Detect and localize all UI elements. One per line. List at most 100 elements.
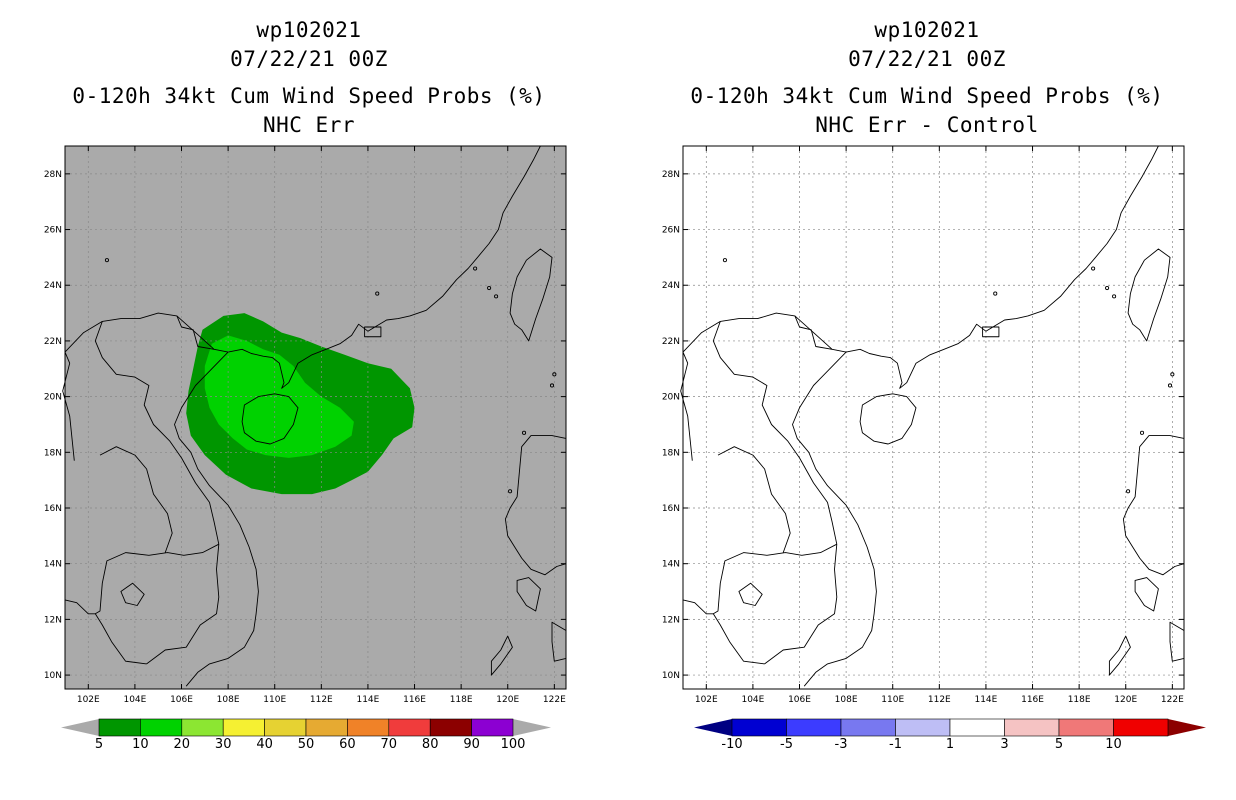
colorbar-swatch <box>840 718 896 737</box>
colorbar-swatch <box>429 718 472 737</box>
lon-tick-label: 118E <box>450 695 473 705</box>
storm-id: wp102021 <box>874 18 980 42</box>
datetime: 07/22/21 00Z <box>848 47 1006 71</box>
map-frame <box>64 145 567 690</box>
lat-tick-label: 22N <box>662 337 680 347</box>
islet <box>549 383 555 388</box>
colorbar-high-arrow <box>1168 719 1206 736</box>
axes: 102E 104E 106E 108E 110E 112E 114E 116E 118E 120E… <box>44 146 566 705</box>
country-border <box>146 544 220 665</box>
colorbar-swatch <box>140 718 183 737</box>
islet <box>487 285 492 291</box>
islet <box>473 266 478 271</box>
lat-tick-label: 14N <box>44 560 62 570</box>
lat-tick-label: 24N <box>662 281 680 291</box>
country-border <box>64 599 147 665</box>
hong-kong-box <box>982 326 1000 338</box>
lat-tick-label: 18N <box>44 448 62 458</box>
colorbar-label: 5 <box>95 737 103 752</box>
lon-tick-label: 122E <box>543 695 566 705</box>
colorbar-swatch <box>98 718 141 737</box>
lon-tick-label: 114E <box>974 695 997 705</box>
lon-tick-label: 104E <box>741 695 764 705</box>
islet <box>1105 285 1110 291</box>
colorbar-label: 30 <box>215 737 232 752</box>
product-subtitle: NHC Err - Control <box>815 113 1039 137</box>
lat-tick-label: 26N <box>44 226 62 236</box>
colorbar-swatch <box>1004 718 1060 737</box>
prob-10-20-area <box>204 335 354 458</box>
lat-tick-label: 20N <box>44 393 62 403</box>
lon-tick-label: 102E <box>695 695 718 705</box>
taiwan-island <box>509 248 553 342</box>
coastlines <box>62 145 567 687</box>
country-border <box>680 351 693 461</box>
lon-tick-label: 110E <box>881 695 904 705</box>
gridlines <box>683 146 1184 689</box>
colorbar-swatch <box>1058 718 1114 737</box>
lon-tick-label: 112E <box>928 695 951 705</box>
lon-tick-label: 108E <box>217 695 240 705</box>
lat-tick-label: 10N <box>662 671 680 681</box>
coastlines <box>680 145 1185 687</box>
tonle-sap-lake <box>738 582 763 606</box>
colorbar-label: -1 <box>889 737 902 752</box>
country-border <box>794 315 833 350</box>
product-title: 0-120h 34kt Cum Wind Speed Probs (%) <box>690 84 1164 108</box>
colorbar-label: 70 <box>381 737 398 752</box>
luzon-island <box>1122 435 1185 576</box>
product-subtitle: NHC Err <box>262 113 355 137</box>
lat-tick-label: 20N <box>662 393 680 403</box>
left-panel: wp102021 07/22/21 00Z 0-120h 34kt Cum Wi… <box>44 18 567 752</box>
colorbar-label: 3 <box>1000 737 1008 752</box>
colorbar-label: 40 <box>256 737 273 752</box>
colorbar-label: 100 <box>501 737 526 752</box>
colorbar-label: -5 <box>780 737 793 752</box>
colorbar-swatch <box>305 718 348 737</box>
lon-tick-label: 106E <box>170 695 193 705</box>
country-border <box>95 543 220 615</box>
palawan-island <box>490 635 513 676</box>
country-border <box>764 544 838 665</box>
islet <box>552 372 557 377</box>
lon-tick-label: 108E <box>835 695 858 705</box>
storm-id: wp102021 <box>256 18 362 42</box>
vietnam-coastline <box>792 351 877 687</box>
colorbar-label: 60 <box>339 737 356 752</box>
lat-tick-label: 28N <box>44 170 62 180</box>
country-border <box>682 599 765 665</box>
lat-tick-label: 14N <box>662 560 680 570</box>
islet <box>1126 489 1131 494</box>
colorbar-swatch <box>388 718 431 737</box>
lat-tick-label: 10N <box>44 671 62 681</box>
islet <box>722 258 727 263</box>
colorbar-swatch <box>264 718 307 737</box>
country-border <box>717 446 791 553</box>
lon-tick-label: 118E <box>1068 695 1091 705</box>
datetime: 07/22/21 00Z <box>230 47 388 71</box>
colorbar-label: 20 <box>174 737 191 752</box>
mindoro-island <box>516 577 541 612</box>
colorbar-swatch <box>222 718 265 737</box>
colorbar-label: 90 <box>463 737 480 752</box>
right-title-block: wp102021 07/22/21 00Z 0-120h 34kt Cum Wi… <box>618 16 1236 140</box>
lon-tick-label: 106E <box>788 695 811 705</box>
lon-tick-label: 112E <box>310 695 333 705</box>
gridlines <box>65 146 566 689</box>
islet <box>104 258 109 263</box>
left-map-svg: 102E 104E 106E 108E 110E 112E 114E 116E 118E 120E… <box>44 145 567 752</box>
right-colorbar: -10 -5 -3 -1 1 3 5 10 <box>694 718 1206 752</box>
right-map-svg: 102E 104E 106E 108E 110E 112E 114E 116E 118E 120E… <box>662 145 1206 752</box>
lon-tick-label: 116E <box>1021 695 1044 705</box>
lat-tick-label: 16N <box>662 504 680 514</box>
china-coastline <box>64 145 541 389</box>
islet <box>993 291 998 296</box>
colorbar-swatch <box>786 718 842 737</box>
colorbar-low-arrow <box>61 719 99 736</box>
islet <box>522 430 527 435</box>
vietnam-coastline <box>174 351 259 687</box>
china-coastline <box>682 145 1159 389</box>
colorbar-label: 5 <box>1055 737 1063 752</box>
islet <box>1167 383 1173 388</box>
colorbar-swatch <box>731 718 787 737</box>
